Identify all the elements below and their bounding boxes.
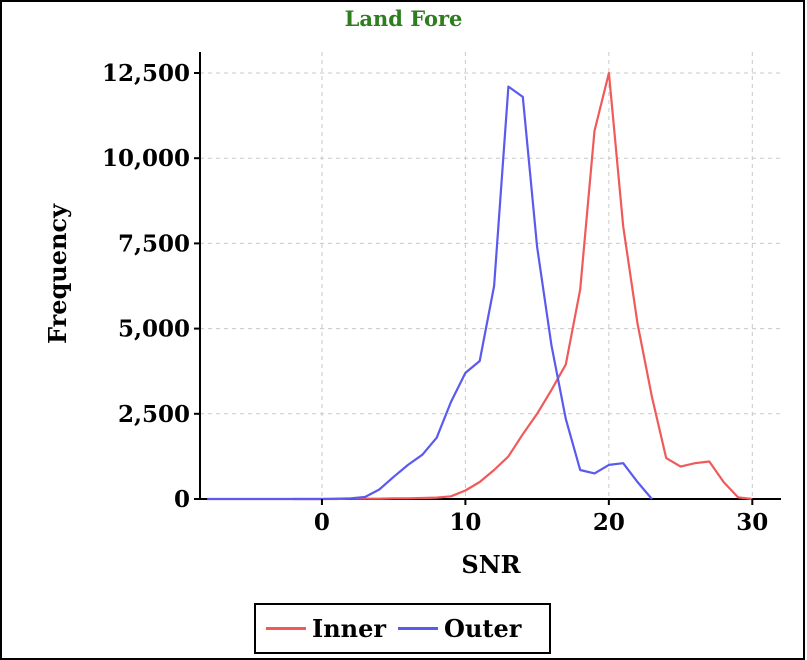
x-tick-label: 20 [593,509,625,536]
legend-item-inner: Inner [266,614,386,643]
y-tick-label: 7,500 [118,230,190,257]
ticks-layer: 0 2,500 5,000 7,500 10,000 12,500 0 10 20 30 [102,60,768,536]
y-tick-label: 10,000 [102,145,190,172]
y-tick-label: 0 [174,486,190,513]
x-axis-title: SNR [461,550,521,579]
x-tick-label: 0 [314,509,330,536]
legend-item-outer: Outer [398,614,521,643]
series-line-outer [207,85,653,501]
x-tick-label: 10 [449,509,481,536]
x-tick-label: 30 [736,509,768,536]
y-tick-label: 12,500 [102,60,190,87]
axes-layer [199,52,781,500]
series-line-inner [293,71,753,501]
y-tick-label: 5,000 [118,316,190,343]
y-axis-title: Frequency [43,203,72,344]
y-tick-label: 2,500 [118,401,190,428]
legend-swatch [266,627,306,630]
legend-label: Outer [444,614,522,643]
legend-label: Inner [312,614,387,643]
legend: Inner Outer [254,603,551,654]
series-layer [207,71,753,501]
chart-title: Land Fore [344,6,463,31]
grid-layer [200,52,781,500]
legend-swatch [398,627,439,630]
